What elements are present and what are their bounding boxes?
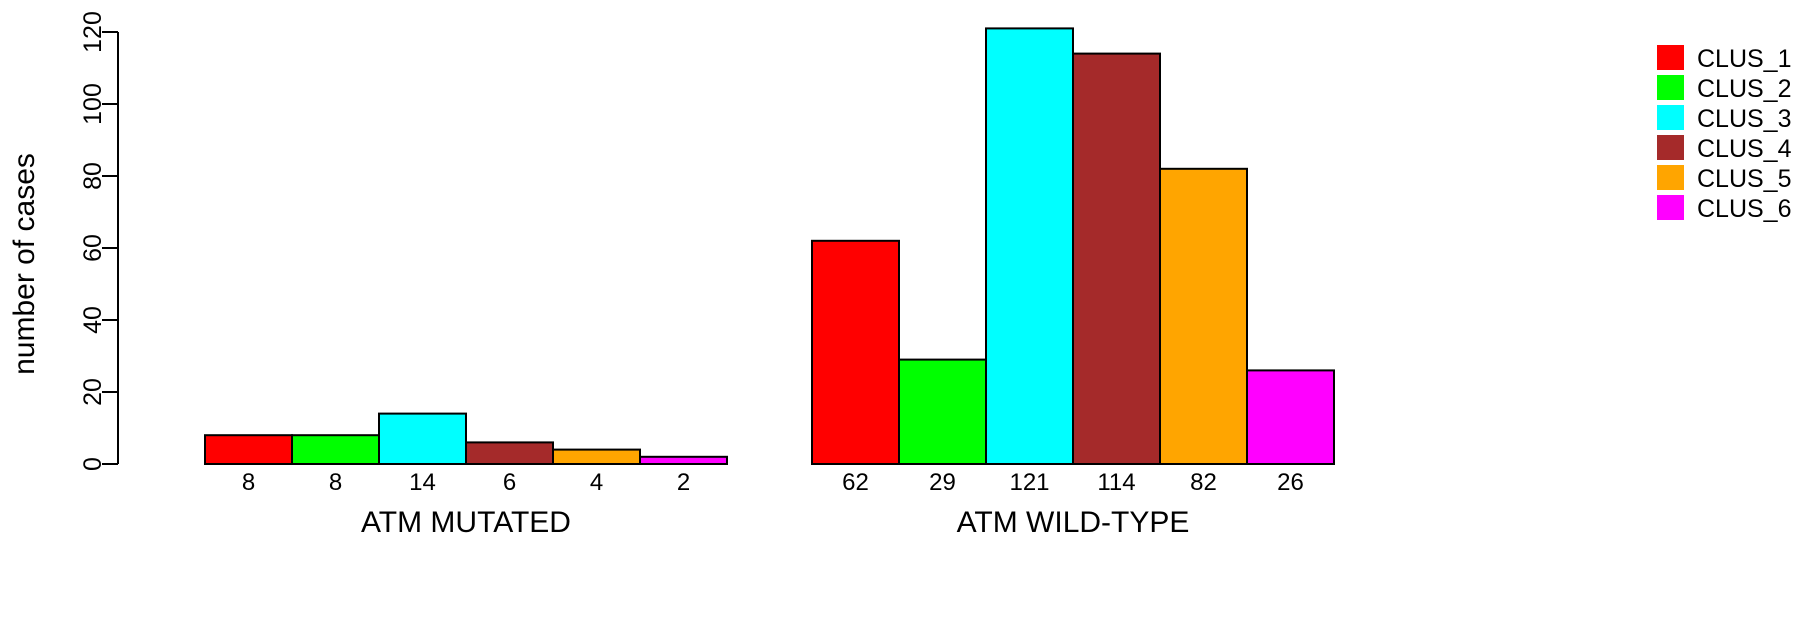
y-tick-label: 0 xyxy=(79,457,107,471)
legend-label: CLUS_1 xyxy=(1697,45,1792,73)
category-label: ATM MUTATED xyxy=(361,506,571,539)
legend-label: CLUS_2 xyxy=(1697,75,1792,103)
bar-count-label: 26 xyxy=(1277,469,1304,496)
bar-count-label: 114 xyxy=(1097,469,1135,496)
bar-count-label: 8 xyxy=(242,469,255,496)
group-labels: ATM MUTATED ATM WILD-TYPE xyxy=(361,506,1189,539)
bar-clus-6-group-1 xyxy=(639,455,728,465)
legend-label: CLUS_6 xyxy=(1697,195,1792,223)
y-axis: 0 20 40 60 80 100 120 xyxy=(79,11,119,471)
bar-count-label: 29 xyxy=(929,469,956,496)
bar-clus-4-group-2 xyxy=(1072,52,1161,465)
legend-swatch xyxy=(1657,135,1684,160)
bar-count-label: 121 xyxy=(1009,469,1049,496)
legend-label: CLUS_5 xyxy=(1697,165,1792,193)
bar-clus-1-group-1 xyxy=(204,434,293,466)
bar-clus-4-group-1 xyxy=(465,441,554,465)
bar-clus-3-group-1 xyxy=(378,412,467,466)
bar-clus-5-group-2 xyxy=(1159,167,1248,466)
bar-clus-2-group-1 xyxy=(291,434,380,466)
y-axis-title: number of cases xyxy=(8,153,41,375)
y-tick-label: 60 xyxy=(79,234,107,262)
y-tick-label: 120 xyxy=(79,11,107,53)
y-tick-label: 40 xyxy=(79,306,107,334)
bar-clus-6-group-2 xyxy=(1246,369,1335,465)
bar-clus-5-group-1 xyxy=(552,448,641,466)
legend-swatch xyxy=(1657,165,1684,190)
legend-swatch xyxy=(1657,105,1684,130)
bars-layer: 8 8 14 6 4 2 62 29 121 114 82 26 xyxy=(204,27,1335,496)
y-tick-label: 80 xyxy=(79,162,107,190)
bar-clus-1-group-2 xyxy=(811,239,900,465)
bar-count-label: 8 xyxy=(329,469,342,496)
legend-swatch xyxy=(1657,195,1684,220)
legend-label: CLUS_3 xyxy=(1697,105,1792,133)
y-tick-label: 100 xyxy=(79,83,107,125)
bar-count-label: 6 xyxy=(503,469,516,496)
bar-clus-3-group-2 xyxy=(985,27,1074,466)
bar-count-label: 62 xyxy=(842,469,869,496)
legend-swatch xyxy=(1657,45,1684,70)
legend-swatch xyxy=(1657,75,1684,100)
bar-count-label: 4 xyxy=(590,469,603,496)
bar-count-label: 14 xyxy=(409,469,436,496)
category-label: ATM WILD-TYPE xyxy=(957,506,1190,539)
bar-clus-2-group-2 xyxy=(898,358,987,466)
bar-count-label: 2 xyxy=(677,469,690,496)
bar-count-label: 82 xyxy=(1190,469,1217,496)
legend-label: CLUS_4 xyxy=(1697,135,1792,163)
y-tick-label: 20 xyxy=(79,378,107,406)
